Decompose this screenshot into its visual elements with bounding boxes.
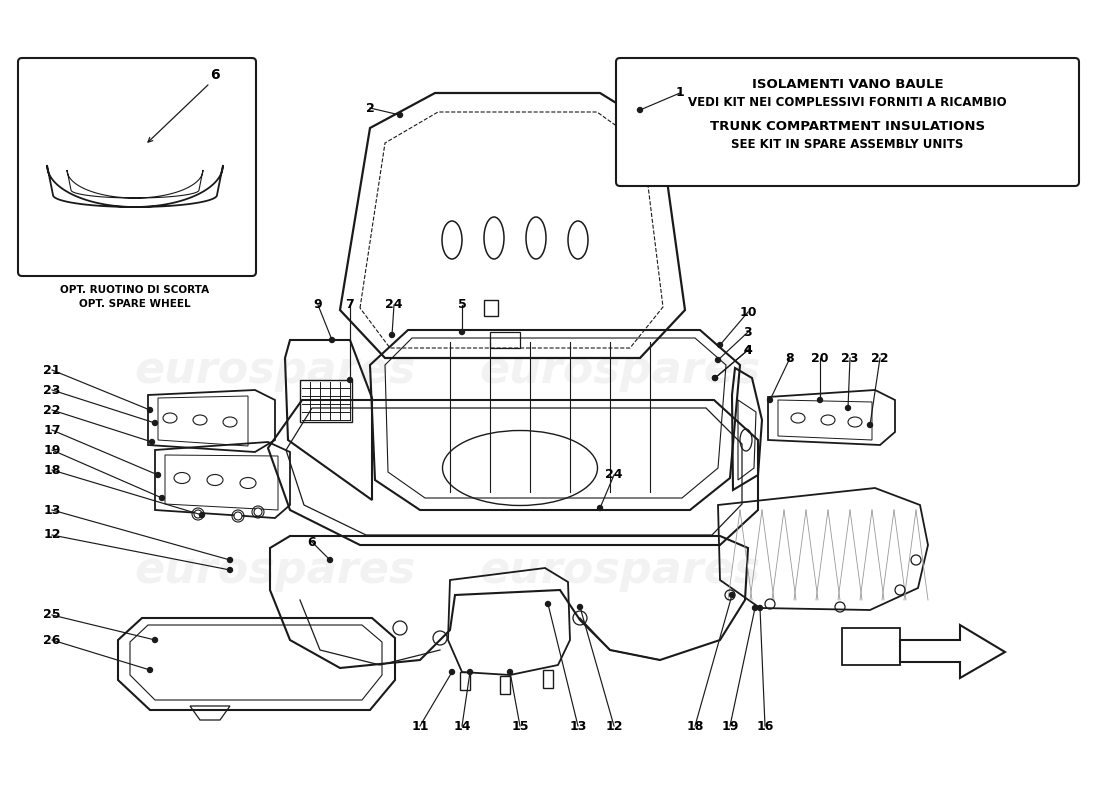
Text: 19: 19: [722, 719, 739, 733]
Circle shape: [199, 513, 205, 518]
Text: 15: 15: [512, 719, 529, 733]
Text: 13: 13: [43, 503, 60, 517]
Text: ISOLAMENTI VANO BAULE: ISOLAMENTI VANO BAULE: [751, 78, 944, 90]
Text: eurospares: eurospares: [480, 549, 761, 591]
Text: 9: 9: [314, 298, 322, 311]
Text: 4: 4: [744, 343, 752, 357]
Text: eurospares: eurospares: [134, 549, 416, 591]
Circle shape: [817, 398, 823, 402]
Circle shape: [330, 338, 334, 342]
Text: 14: 14: [453, 719, 471, 733]
Circle shape: [254, 508, 262, 516]
Text: 8: 8: [785, 351, 794, 365]
Text: 6: 6: [308, 535, 317, 549]
Text: 19: 19: [43, 443, 60, 457]
Circle shape: [638, 107, 642, 113]
Text: 17: 17: [43, 423, 60, 437]
Circle shape: [153, 421, 157, 426]
Text: 6: 6: [210, 68, 220, 82]
Circle shape: [460, 330, 464, 334]
Circle shape: [468, 670, 473, 674]
Text: SEE KIT IN SPARE ASSEMBLY UNITS: SEE KIT IN SPARE ASSEMBLY UNITS: [732, 138, 964, 150]
FancyBboxPatch shape: [18, 58, 256, 276]
Text: 22: 22: [43, 403, 60, 417]
Circle shape: [450, 670, 454, 674]
Circle shape: [150, 439, 154, 445]
Text: 4: 4: [744, 343, 752, 357]
Text: 18: 18: [43, 463, 60, 477]
Circle shape: [228, 567, 232, 573]
Text: 12: 12: [43, 529, 60, 542]
Text: 22: 22: [871, 351, 889, 365]
Circle shape: [389, 333, 395, 338]
Text: 10: 10: [739, 306, 757, 318]
Text: 24: 24: [605, 469, 623, 482]
Circle shape: [752, 606, 758, 610]
Text: 23: 23: [43, 383, 60, 397]
Circle shape: [194, 510, 202, 518]
Text: 18: 18: [686, 719, 704, 733]
Circle shape: [153, 638, 157, 642]
Text: eurospares: eurospares: [134, 349, 416, 391]
Text: 2: 2: [365, 102, 374, 114]
Circle shape: [397, 113, 403, 118]
Text: 23: 23: [842, 351, 859, 365]
Circle shape: [715, 358, 720, 362]
Circle shape: [328, 558, 332, 562]
Text: 26: 26: [43, 634, 60, 646]
Circle shape: [155, 473, 161, 478]
Circle shape: [713, 375, 717, 381]
Text: 16: 16: [757, 719, 773, 733]
Text: 1: 1: [675, 86, 684, 99]
Text: OPT. RUOTINO DI SCORTA: OPT. RUOTINO DI SCORTA: [60, 285, 210, 295]
Circle shape: [713, 375, 717, 381]
Circle shape: [147, 407, 153, 413]
Circle shape: [729, 593, 735, 598]
Circle shape: [758, 606, 762, 610]
Circle shape: [507, 670, 513, 674]
Circle shape: [348, 378, 352, 382]
Text: 7: 7: [345, 298, 354, 311]
Text: 12: 12: [605, 719, 623, 733]
Circle shape: [147, 667, 153, 673]
Circle shape: [546, 602, 550, 606]
Circle shape: [717, 342, 723, 347]
Text: VEDI KIT NEI COMPLESSIVI FORNITI A RICAMBIO: VEDI KIT NEI COMPLESSIVI FORNITI A RICAM…: [689, 95, 1006, 109]
Circle shape: [578, 605, 583, 610]
Text: 5: 5: [458, 298, 466, 311]
Circle shape: [160, 495, 165, 501]
Text: 11: 11: [411, 719, 429, 733]
Text: 13: 13: [570, 719, 586, 733]
Circle shape: [597, 506, 603, 510]
Text: 21: 21: [43, 363, 60, 377]
Text: 24: 24: [385, 298, 403, 311]
Circle shape: [868, 422, 872, 427]
Circle shape: [846, 406, 850, 410]
Circle shape: [234, 512, 242, 520]
Text: 25: 25: [43, 609, 60, 622]
Text: TRUNK COMPARTMENT INSULATIONS: TRUNK COMPARTMENT INSULATIONS: [710, 119, 986, 133]
Text: eurospares: eurospares: [480, 349, 761, 391]
Text: 20: 20: [812, 351, 828, 365]
Circle shape: [768, 398, 772, 402]
Text: OPT. SPARE WHEEL: OPT. SPARE WHEEL: [79, 299, 190, 309]
Text: 3: 3: [744, 326, 752, 338]
Circle shape: [228, 558, 232, 562]
FancyBboxPatch shape: [616, 58, 1079, 186]
